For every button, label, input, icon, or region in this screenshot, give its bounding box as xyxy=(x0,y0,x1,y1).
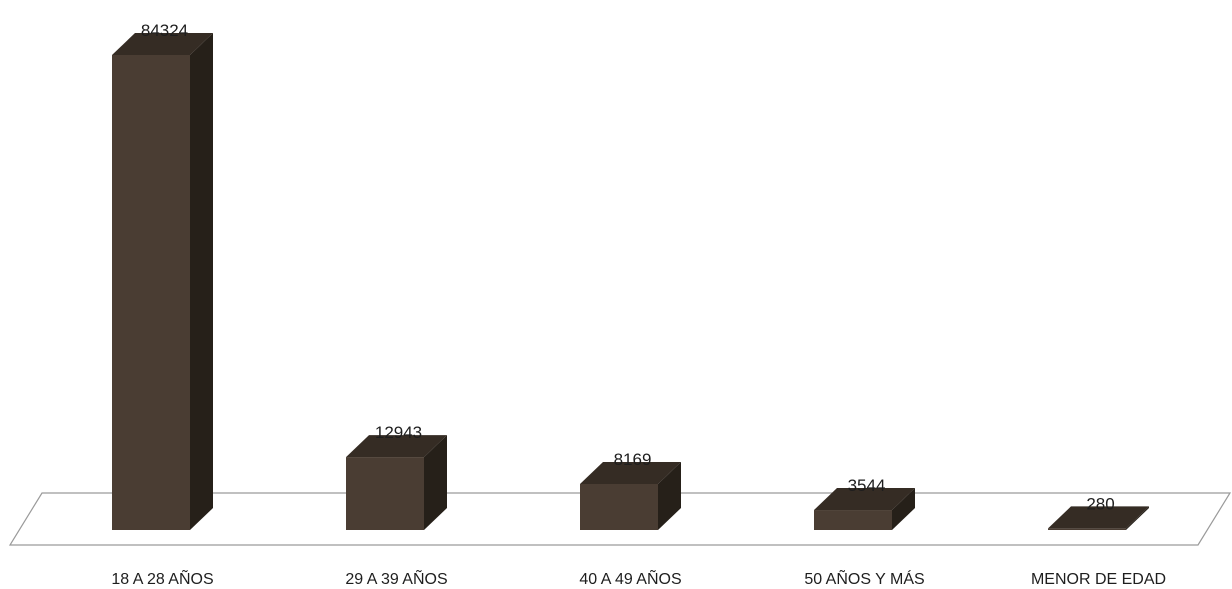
bar-1-front xyxy=(112,55,190,530)
value-label-5: 280 xyxy=(1086,494,1114,513)
bar-5-top xyxy=(1048,506,1149,529)
value-label-3: 8169 xyxy=(614,450,652,469)
category-label-3: 40 A 49 AÑOS xyxy=(579,568,681,588)
category-label-5: MENOR DE EDAD xyxy=(1031,571,1166,588)
category-labels-group: 18 A 28 AÑOS 29 A 39 AÑOS 40 A 49 AÑOS 50 A… xyxy=(111,568,1166,588)
bar-2 xyxy=(346,435,447,530)
bar-5-side xyxy=(1126,506,1149,530)
bar-1 xyxy=(112,33,213,530)
bar-4 xyxy=(814,488,915,530)
category-label-4: 50 AÑOS Y MÁS xyxy=(804,568,924,588)
value-label-2: 12943 xyxy=(375,423,422,442)
chart-floor xyxy=(8,492,1232,546)
value-label-4: 3544 xyxy=(848,476,886,495)
bar-5 xyxy=(1048,506,1149,530)
bar-3-side xyxy=(658,461,681,530)
category-label-2: 29 A 39 AÑOS xyxy=(345,568,447,588)
bar-3-top xyxy=(580,461,681,484)
bars-group xyxy=(112,33,1149,530)
bar-3 xyxy=(580,461,681,530)
bar-3-front xyxy=(580,483,658,530)
value-label-1: 84324 xyxy=(141,21,188,40)
value-labels-group: 84324 12943 8169 3544 280 xyxy=(141,21,1115,513)
bar-1-top xyxy=(112,33,213,55)
bar-1-side xyxy=(190,33,213,530)
bar-4-front xyxy=(814,510,892,530)
bar-4-top xyxy=(814,488,915,511)
bar-2-top xyxy=(346,435,447,458)
bar-5-front xyxy=(1048,528,1126,530)
bar-4-side xyxy=(892,488,915,530)
bar-2-front xyxy=(346,457,424,530)
category-label-1: 18 A 28 AÑOS xyxy=(111,568,213,588)
bar-2-side xyxy=(424,435,447,530)
